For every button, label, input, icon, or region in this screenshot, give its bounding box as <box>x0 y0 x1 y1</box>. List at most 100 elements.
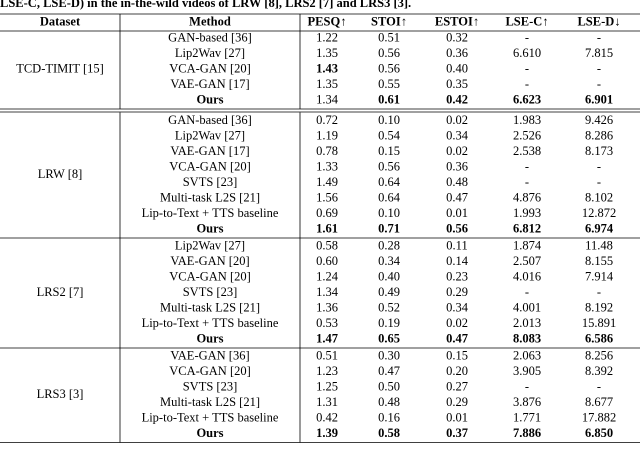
metric-cell: 8.155 <box>585 254 613 268</box>
metric-cell: 0.64 <box>378 175 401 189</box>
metric-cell: - <box>525 175 529 189</box>
metric-cell: 2.507 <box>513 254 541 268</box>
metric-cell: 0.56 <box>378 61 400 75</box>
metric-cell: 0.58 <box>316 238 338 252</box>
metric-cell: 1.35 <box>316 46 338 60</box>
metric-cell: 0.51 <box>316 348 338 362</box>
metric-cell: - <box>597 61 601 75</box>
metric-cell: 8.677 <box>585 395 613 409</box>
metric-cell: 0.56 <box>378 46 400 60</box>
metric-cell: 0.69 <box>316 206 338 220</box>
metric-cell: 0.47 <box>378 364 400 378</box>
metric-cell: 0.51 <box>378 30 400 44</box>
header-cell: ESTOI↑ <box>435 14 479 28</box>
metric-cell: - <box>525 285 529 299</box>
metric-cell: 0.32 <box>446 30 468 44</box>
metric-cell: 0.29 <box>446 285 468 299</box>
metric-cell: 0.42 <box>316 410 338 424</box>
method-cell: SVTS [23] <box>183 175 238 189</box>
metric-cell: 0.23 <box>446 269 468 283</box>
metric-cell: 0.02 <box>446 316 468 330</box>
metric-cell: 0.34 <box>378 254 401 268</box>
metric-cell: 6.901 <box>585 92 613 106</box>
metric-cell: - <box>597 77 601 91</box>
metric-cell: 0.78 <box>316 144 338 158</box>
metric-cell: 1.34 <box>316 92 339 106</box>
metric-cell: 1.36 <box>316 300 338 314</box>
metric-cell: 6.610 <box>513 46 541 60</box>
metric-cell: 1.24 <box>316 269 339 283</box>
header-cell: LSE-D↓ <box>577 14 620 28</box>
method-cell: Multi-task L2S [21] <box>160 190 260 204</box>
metric-cell: 1.61 <box>316 221 338 235</box>
header-cell: LSE-C↑ <box>505 14 548 28</box>
metric-cell: 0.47 <box>446 190 468 204</box>
metric-cell: 0.50 <box>378 379 400 393</box>
metric-cell: 4.001 <box>513 300 541 314</box>
metric-cell: - <box>525 77 529 91</box>
metric-cell: 1.31 <box>316 395 338 409</box>
metric-cell: 1.56 <box>316 190 338 204</box>
metric-cell: 6.586 <box>585 331 613 345</box>
metric-cell: 0.58 <box>378 426 400 440</box>
metric-cell: 0.36 <box>446 46 468 60</box>
metric-cell: - <box>597 30 601 44</box>
metric-cell: 3.876 <box>513 395 541 409</box>
metric-cell: 0.54 <box>378 128 401 142</box>
metric-cell: 0.11 <box>446 238 467 252</box>
metric-cell: 0.10 <box>378 206 400 220</box>
metric-cell: 1.25 <box>316 379 338 393</box>
metric-cell: 0.10 <box>378 113 400 127</box>
metric-cell: 0.19 <box>378 316 400 330</box>
dataset-cell: TCD-TIMIT [15] <box>16 61 104 75</box>
metric-cell: 8.173 <box>585 144 613 158</box>
metric-cell: 6.623 <box>513 92 541 106</box>
metric-cell: 1.23 <box>316 364 338 378</box>
metric-cell: 0.40 <box>378 269 400 283</box>
metric-cell: 9.426 <box>585 113 613 127</box>
method-cell: Ours <box>196 331 223 345</box>
method-cell: Ours <box>196 426 223 440</box>
method-cell: Ours <box>196 92 223 106</box>
metric-cell: 0.42 <box>446 92 468 106</box>
metric-cell: 2.538 <box>513 144 541 158</box>
method-cell: Multi-task L2S [21] <box>160 300 260 314</box>
metric-cell: 1.33 <box>316 159 338 173</box>
metric-cell: 0.55 <box>378 77 400 91</box>
metric-cell: 1.47 <box>316 331 338 345</box>
metric-cell: 0.64 <box>378 190 401 204</box>
method-cell: VCA-GAN [20] <box>169 364 251 378</box>
method-cell: VCA-GAN [20] <box>169 61 251 75</box>
metric-cell: 0.40 <box>446 61 468 75</box>
metric-cell: 8.192 <box>585 300 613 314</box>
method-cell: SVTS [23] <box>183 285 238 299</box>
method-cell: Multi-task L2S [21] <box>160 395 260 409</box>
metric-cell: 0.02 <box>446 144 468 158</box>
method-cell: Lip-to-Text + TTS baseline <box>142 410 279 424</box>
metric-cell: 0.56 <box>446 221 468 235</box>
metric-cell: 4.016 <box>513 269 541 283</box>
metric-cell: 8.256 <box>585 348 613 362</box>
dataset-cell: LRS3 [3] <box>37 387 84 401</box>
metric-cell: 8.083 <box>513 331 541 345</box>
metric-cell: 7.914 <box>585 269 614 283</box>
metric-cell: - <box>525 61 529 75</box>
metric-cell: 11.48 <box>585 238 613 252</box>
caption: LSE-C, LSE-D) in the in-the-wild videos … <box>0 0 411 10</box>
metric-cell: - <box>525 30 529 44</box>
metric-cell: 1.34 <box>316 285 339 299</box>
metric-cell: - <box>597 285 601 299</box>
metric-cell: 0.02 <box>446 113 468 127</box>
metric-cell: 6.812 <box>513 221 541 235</box>
metric-cell: 0.61 <box>378 92 400 106</box>
metric-cell: 7.815 <box>585 46 613 60</box>
method-cell: GAN-based [36] <box>168 113 252 127</box>
header-cell: STOI↑ <box>371 14 407 28</box>
metric-cell: 1.43 <box>316 61 338 75</box>
metric-cell: 8.286 <box>585 128 613 142</box>
metric-cell: 0.48 <box>446 175 468 189</box>
metric-cell: 0.52 <box>378 300 400 314</box>
metric-cell: 8.102 <box>585 190 613 204</box>
metric-cell: 12.872 <box>582 206 616 220</box>
metric-cell: 0.14 <box>446 254 469 268</box>
